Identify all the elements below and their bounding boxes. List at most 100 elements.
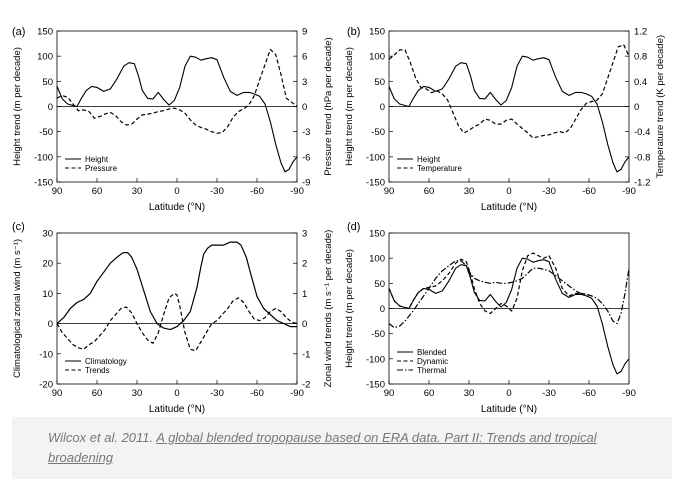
y2-axis-label: Temperature trend (K per decade) <box>655 35 666 178</box>
y-tick-label: -50 <box>371 127 385 138</box>
x-tick-label: 30 <box>132 388 143 399</box>
x-tick-label: 30 <box>464 388 475 399</box>
y2-tick-label: 1 <box>302 289 307 300</box>
x-tick-label: -30 <box>210 186 224 197</box>
panel-label: (a) <box>12 26 25 38</box>
caption-box: Wilcox et al. 2011. A global blended tro… <box>12 417 672 479</box>
y-tick-label: -100 <box>366 152 385 163</box>
y-axis-label: Height trend (m per decade) <box>344 47 355 166</box>
y-tick-label: -150 <box>366 178 385 189</box>
x-tick-label: 90 <box>384 186 395 197</box>
y2-tick-label: 1.2 <box>634 27 647 38</box>
x-tick-label: -60 <box>250 186 264 197</box>
y-tick-label: 50 <box>374 77 385 88</box>
y-tick-label: 0 <box>380 304 385 315</box>
y2-tick-label: 0 <box>302 319 307 330</box>
y-tick-label: 0 <box>48 102 53 113</box>
x-tick-label: -60 <box>582 388 596 399</box>
y-tick-label: 150 <box>37 27 53 38</box>
y2-tick-label: -1 <box>302 349 310 360</box>
y-tick-label: -50 <box>39 127 53 138</box>
x-tick-label: -90 <box>290 388 304 399</box>
y2-axis-label: Zonal wind trends (m s⁻¹ per decade) <box>323 230 334 388</box>
y2-tick-label: -0.4 <box>634 127 650 138</box>
x-axis-label: Latitude (°N) <box>149 404 205 415</box>
x-tick-label: 30 <box>464 186 475 197</box>
legend-label: Dynamic <box>417 357 448 366</box>
legend-label: Trends <box>85 366 110 375</box>
y2-tick-label: -2 <box>302 380 310 391</box>
x-tick-label: 0 <box>506 388 511 399</box>
x-tick-label: 0 <box>174 186 179 197</box>
y2-tick-label: -0.8 <box>634 152 650 163</box>
y-axis-label: Height trend (m per decade) <box>12 47 23 166</box>
legend-label: Blended <box>417 348 446 357</box>
panel-label: (c) <box>12 221 25 233</box>
y-tick-label: 50 <box>374 279 385 290</box>
x-tick-label: 60 <box>424 388 435 399</box>
y2-tick-label: 0.4 <box>634 77 647 88</box>
x-tick-label: 0 <box>506 186 511 197</box>
legend-label: Height <box>85 155 109 164</box>
series-line <box>388 44 630 139</box>
y2-tick-label: 0.8 <box>634 52 647 63</box>
series-line <box>56 241 297 331</box>
x-tick-label: -90 <box>622 388 636 399</box>
y2-tick-label: 2 <box>302 259 307 270</box>
y2-tick-label: 0 <box>634 102 639 113</box>
y-tick-label: -100 <box>366 354 385 365</box>
x-tick-label: 0 <box>174 388 179 399</box>
x-tick-label: -90 <box>622 186 636 197</box>
y2-tick-label: -9 <box>302 178 310 189</box>
y-tick-label: 100 <box>37 52 53 63</box>
y-tick-label: -150 <box>34 178 53 189</box>
y-tick-label: -150 <box>366 380 385 391</box>
y2-tick-label: 0 <box>302 102 307 113</box>
panel-label: (b) <box>347 26 360 38</box>
y-axis-label: Climatological zonal wind (m s⁻¹) <box>12 239 23 378</box>
y-tick-label: 100 <box>369 254 385 265</box>
x-tick-label: 60 <box>424 186 435 197</box>
x-tick-label: 30 <box>132 186 143 197</box>
panel-label: (d) <box>347 221 360 233</box>
x-tick-label: 90 <box>384 388 395 399</box>
x-tick-label: -60 <box>250 388 264 399</box>
y-tick-label: -20 <box>39 380 53 391</box>
y-tick-label: -10 <box>39 349 53 360</box>
y-tick-label: 0 <box>48 319 53 330</box>
x-axis-label: Latitude (°N) <box>481 404 537 415</box>
x-axis-label: Latitude (°N) <box>149 202 205 213</box>
series-line <box>56 292 298 352</box>
legend-label: Thermal <box>417 366 447 375</box>
x-tick-label: -30 <box>542 388 556 399</box>
series-line <box>56 55 298 173</box>
y-tick-label: 10 <box>42 289 53 300</box>
legend-label: Climatology <box>85 357 127 366</box>
x-tick-label: 60 <box>92 388 103 399</box>
legend-label: Height <box>417 155 441 164</box>
y2-tick-label: -6 <box>302 152 310 163</box>
y-tick-label: -100 <box>34 152 53 163</box>
x-tick-label: 90 <box>52 186 63 197</box>
x-tick-label: -90 <box>290 186 304 197</box>
y2-tick-label: -3 <box>302 127 310 138</box>
y2-tick-label: 3 <box>302 77 307 88</box>
legend-label: Temperature <box>417 164 462 173</box>
y-tick-label: 30 <box>42 229 53 240</box>
legend-label: Pressure <box>85 164 118 173</box>
y2-axis-label: Pressure trend (hPa per decade) <box>323 37 334 175</box>
y-tick-label: 20 <box>42 259 53 270</box>
y-tick-label: 150 <box>369 229 385 240</box>
series-line <box>388 55 630 173</box>
figure-caption: Wilcox et al. 2011. A global blended tro… <box>48 428 648 468</box>
x-tick-label: 60 <box>92 186 103 197</box>
x-tick-label: -30 <box>542 186 556 197</box>
y-tick-label: 50 <box>42 77 53 88</box>
y-tick-label: 100 <box>369 52 385 63</box>
series-line <box>56 48 298 134</box>
caption-paper-link[interactable]: A global blended tropopause based on ERA… <box>48 430 597 465</box>
series-line <box>388 260 630 329</box>
y-tick-label: 150 <box>369 27 385 38</box>
series-line <box>388 257 630 375</box>
x-axis-label: Latitude (°N) <box>481 202 537 213</box>
